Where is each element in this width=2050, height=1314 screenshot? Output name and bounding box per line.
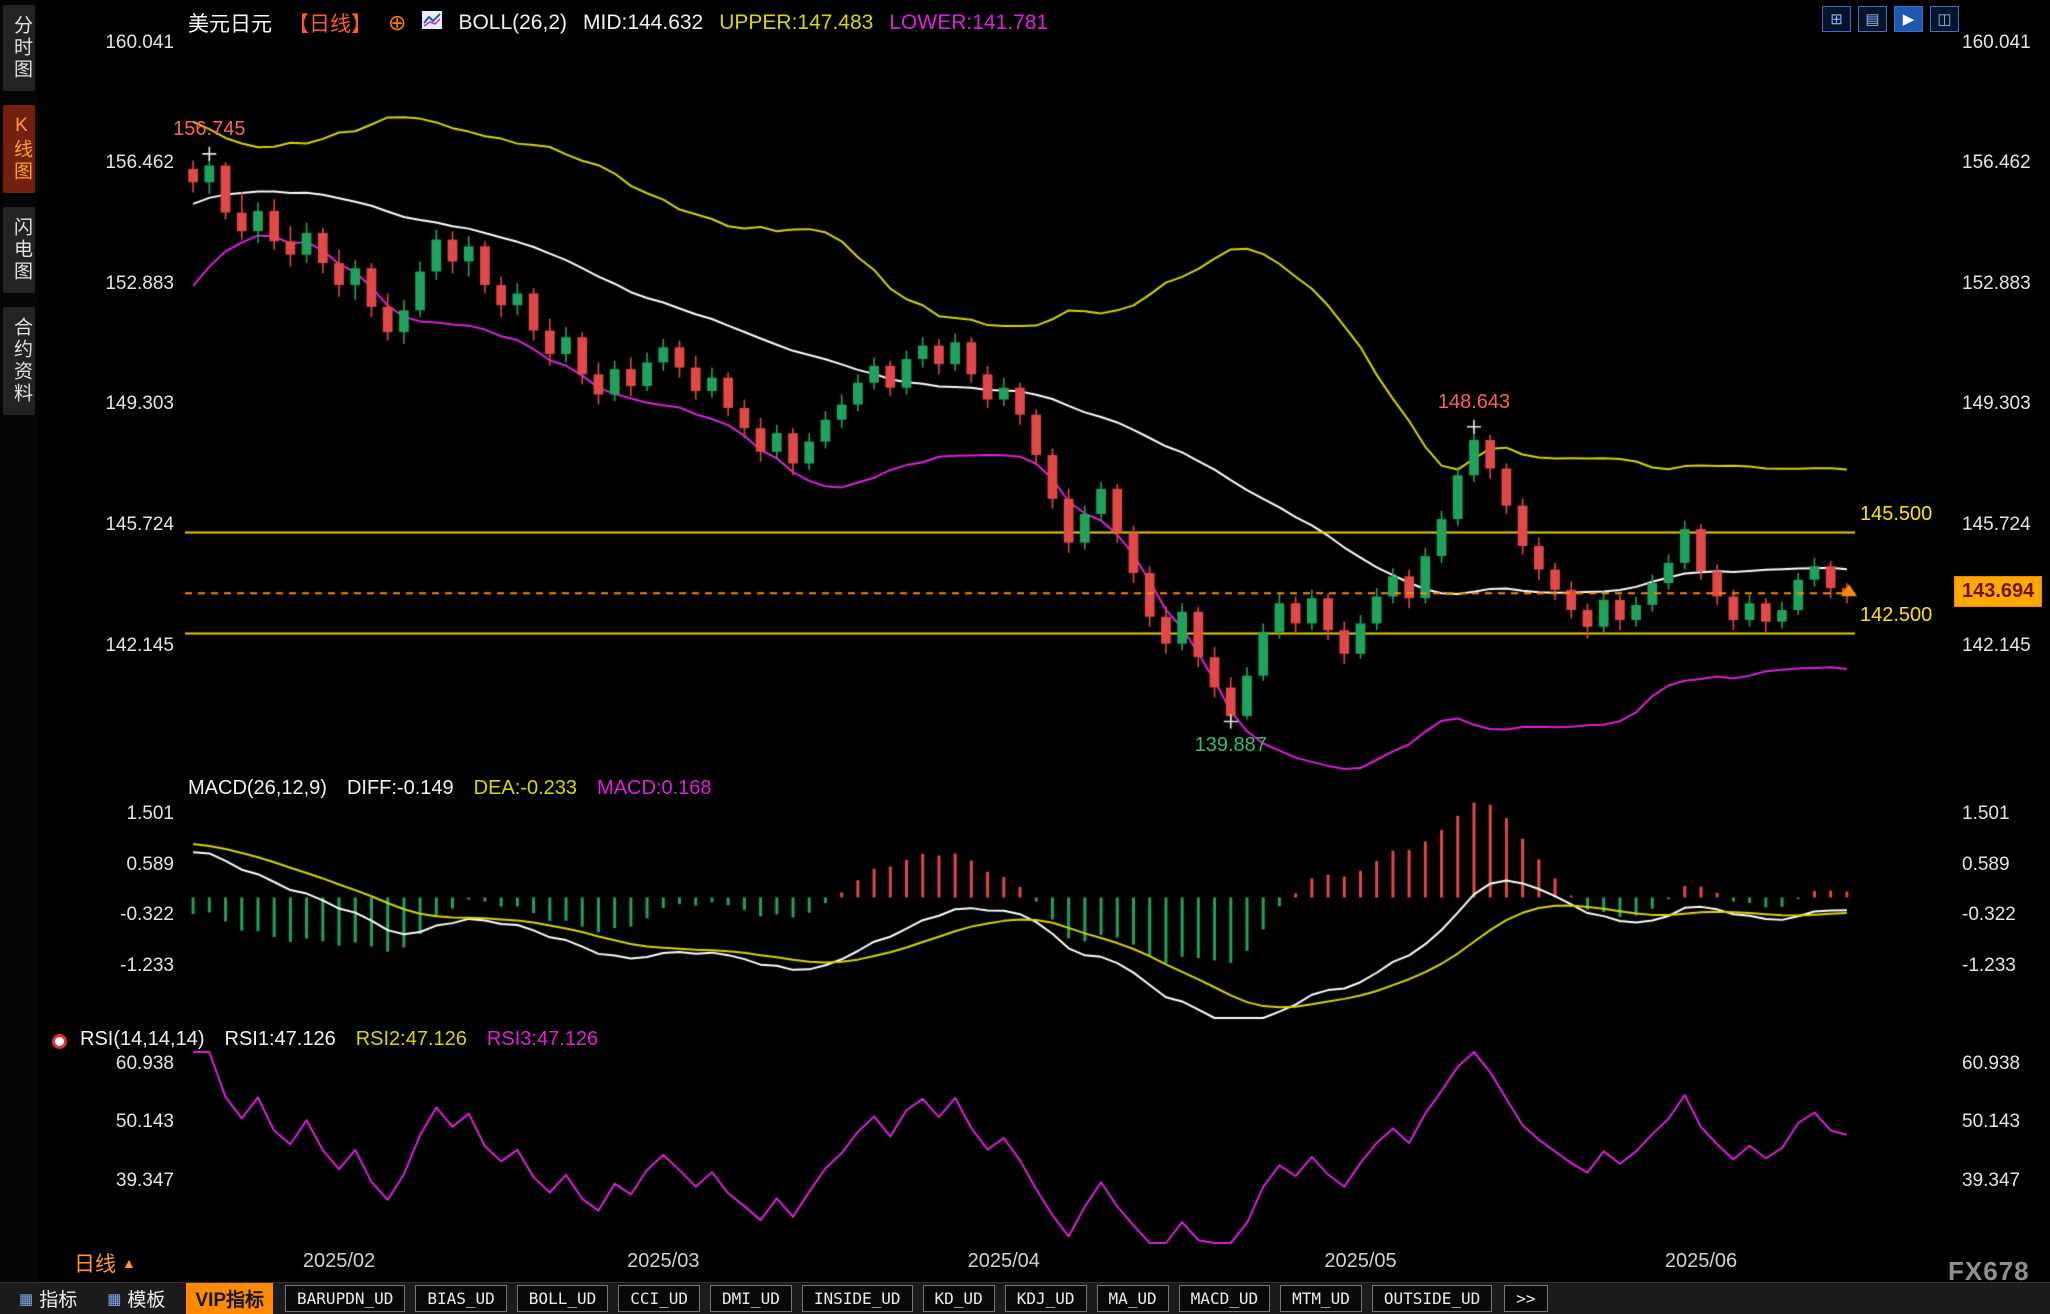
kline-view-icon[interactable]: ▶ <box>1894 6 1923 32</box>
main-y-tick-left: 152.883 <box>105 272 174 294</box>
bottom-indicator-toolbar: ▦ 指标 ▦ 模板 VIP指标 BARUPDN_UD BIAS_UD BOLL_UD… <box>0 1282 2050 1314</box>
indicator-button-dmi_ud[interactable]: DMI_UD <box>710 1285 792 1312</box>
rsi1-value: RSI1:47.126 <box>224 1028 336 1050</box>
sidebar-tab-timeshare[interactable]: 分时图 <box>3 5 35 91</box>
macd-y-tick-left: -1.233 <box>120 955 174 977</box>
macd-y-tick-right: -1.233 <box>1962 955 2016 977</box>
price-annotation: 139.887 <box>1194 733 1267 756</box>
more-indicators-button[interactable]: >> <box>1504 1285 1548 1312</box>
price-annotation: 148.643 <box>1437 390 1511 413</box>
period-footer[interactable]: 日线 ▲ <box>74 1248 136 1278</box>
sidebar-tab-kline[interactable]: K线图 <box>3 105 35 193</box>
indicator-button-kd_ud[interactable]: KD_UD <box>922 1285 995 1312</box>
price-annotation: 156.745 <box>173 117 246 140</box>
period-footer-label: 日线 <box>74 1253 116 1276</box>
tab-indicators[interactable]: ▦ 指标 <box>10 1283 86 1314</box>
brand-watermark: FX678 <box>1948 1256 2030 1286</box>
x-axis-month-label: 2025/04 <box>967 1250 1040 1272</box>
macd-y-tick-left: -0.322 <box>120 904 174 926</box>
sidebar-tab-lightning[interactable]: 闪电图 <box>3 207 35 293</box>
indicator-button-kdj_ud[interactable]: KDJ_UD <box>1004 1285 1087 1312</box>
main-y-tick-left: 160.041 <box>105 31 174 53</box>
current-price-box: 143.694 <box>1954 576 2043 608</box>
side-panel-icon[interactable]: ◫ <box>1930 6 1959 32</box>
indicator-button-mtm_ud[interactable]: MTM_UD <box>1280 1285 1362 1312</box>
main-y-tick-right: 160.041 <box>1962 31 2031 53</box>
macd-y-tick-right: -0.322 <box>1962 904 2016 926</box>
period-tag[interactable]: 【日线】 <box>288 13 372 36</box>
macd-macd-value: MACD:0.168 <box>597 777 712 799</box>
boll-name-label: BOLL(26,2) <box>458 11 567 34</box>
macd-y-tick-left: 0.589 <box>126 853 174 875</box>
main-y-tick-right: 145.724 <box>1962 513 2031 535</box>
boll-lower-value: LOWER:141.781 <box>889 11 1049 34</box>
rsi-marker-icon <box>52 1034 67 1049</box>
tab-vip-indicators[interactable]: VIP指标 <box>186 1283 274 1314</box>
macd-diff-value: DIFF:-0.149 <box>346 777 454 799</box>
macd-dea-value: DEA:-0.233 <box>473 777 578 799</box>
rsi-y-tick-right: 60.938 <box>1962 1052 2021 1074</box>
period-up-arrow-icon: ▲ <box>122 1255 136 1271</box>
indicator-button-barupdn_ud[interactable]: BARUPDN_UD <box>285 1285 406 1312</box>
macd-y-tick-left: 1.501 <box>126 802 174 824</box>
indicator-button-ma_ud[interactable]: MA_UD <box>1096 1285 1169 1312</box>
main-y-tick-left: 142.145 <box>105 634 174 656</box>
boll-indicator-icon <box>422 11 443 35</box>
tab-indicators-label: 指标 <box>39 1290 78 1311</box>
indicator-tab-icon: ▦ <box>19 1290 34 1308</box>
x-axis-month-label: 2025/03 <box>627 1250 700 1272</box>
tab-templates-label: 模板 <box>127 1290 166 1311</box>
template-tab-icon: ▦ <box>107 1290 122 1308</box>
grid-layout-icon[interactable]: ▤ <box>1858 6 1887 32</box>
main-y-tick-right: 149.303 <box>1962 393 2031 415</box>
x-axis-month-label: 2025/02 <box>302 1250 376 1272</box>
main-y-tick-left: 149.303 <box>105 393 174 415</box>
tab-vip-indicators-label: VIP指标 <box>195 1290 265 1311</box>
main-y-tick-right: 142.145 <box>1962 634 2031 656</box>
main-y-tick-left: 145.724 <box>105 513 174 535</box>
add-indicator-icon[interactable]: ⊕ <box>388 10 407 35</box>
left-sidebar: 分时图 K线图 闪电图 合约资料 <box>0 0 38 1282</box>
rsi-y-tick-left: 60.938 <box>115 1052 174 1074</box>
indicator-button-group: BARUPDN_UD BIAS_UD BOLL_UD CCI_UD DMI_UD INSI… <box>285 1285 1493 1312</box>
boll-mid-value: MID:144.632 <box>583 11 704 34</box>
main-y-tick-left: 156.462 <box>105 152 174 174</box>
chart-layout-toolbar: ⊞ ▤ ▶ ◫ <box>1822 6 1959 32</box>
indicator-button-inside_ud[interactable]: INSIDE_UD <box>801 1285 913 1312</box>
macd-y-tick-right: 0.589 <box>1962 853 2010 875</box>
rsi-legend: RSI(14,14,14) RSI1:47.126 RSI2:47.126 RS… <box>80 1028 598 1051</box>
main-chart-legend: 美元日元 【日线】 ⊕ BOLL(26,2) MID:144.632 UPPER… <box>188 8 1048 38</box>
main-y-tick-right: 156.462 <box>1962 152 2031 174</box>
rsi-y-tick-left: 50.143 <box>115 1111 174 1133</box>
rsi-name-label: RSI(14,14,14) <box>80 1028 205 1050</box>
macd-y-tick-right: 1.501 <box>1962 802 2010 824</box>
level-lower-label: 142.500 <box>1860 603 1933 626</box>
sidebar-tab-contract-info[interactable]: 合约资料 <box>3 307 35 415</box>
rsi3-value: RSI3:47.126 <box>486 1028 599 1050</box>
boll-upper-value: UPPER:147.483 <box>719 11 874 34</box>
indicator-button-cci_ud[interactable]: CCI_UD <box>618 1285 701 1312</box>
indicator-button-macd_ud[interactable]: MACD_UD <box>1178 1285 1271 1312</box>
indicator-button-boll_ud[interactable]: BOLL_UD <box>516 1285 609 1312</box>
macd-name-label: MACD(26,12,9) <box>188 777 327 799</box>
rsi-y-tick-left: 39.347 <box>115 1169 174 1191</box>
macd-legend: MACD(26,12,9) DIFF:-0.149 DEA:-0.233 MAC… <box>188 777 712 800</box>
rsi-y-tick-right: 39.347 <box>1962 1169 2021 1191</box>
rsi2-value: RSI2:47.126 <box>355 1028 467 1050</box>
tab-templates[interactable]: ▦ 模板 <box>98 1283 174 1314</box>
main-y-tick-right: 152.883 <box>1962 272 2031 294</box>
level-upper-label: 145.500 <box>1860 502 1933 525</box>
indicator-button-outside_ud[interactable]: OUTSIDE_UD <box>1371 1285 1493 1312</box>
x-axis-month-label: 2025/05 <box>1324 1250 1397 1272</box>
split-panes-icon[interactable]: ⊞ <box>1822 6 1851 32</box>
x-axis-month-label: 2025/06 <box>1664 1250 1738 1272</box>
symbol-name: 美元日元 <box>188 13 272 36</box>
indicator-button-bias_ud[interactable]: BIAS_UD <box>415 1285 507 1312</box>
rsi-y-tick-right: 50.143 <box>1962 1111 2021 1133</box>
